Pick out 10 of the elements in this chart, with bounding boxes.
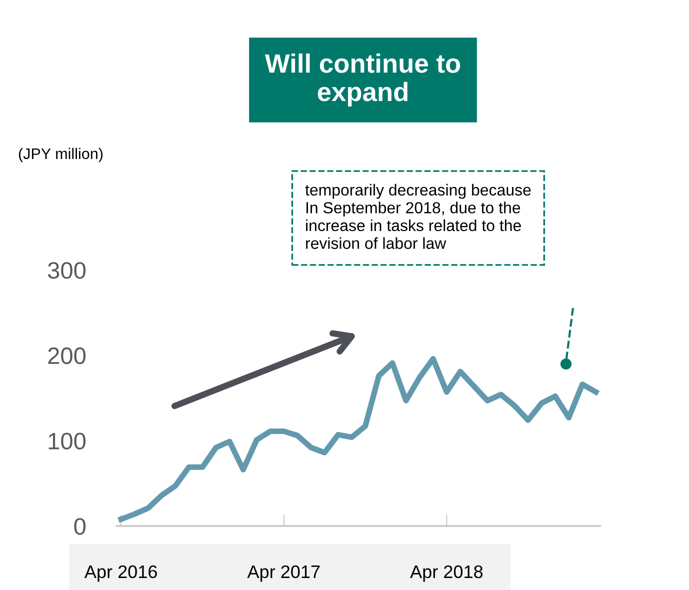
y-tick-label: 300: [48, 262, 86, 279]
x-tick-label: Apr 2018: [410, 565, 483, 582]
y-tick-label: 0: [74, 518, 86, 535]
x-tick-label: Apr 2016: [84, 565, 157, 582]
y-tick-label: 100: [48, 432, 86, 450]
text: (JPY million): [18, 148, 103, 162]
chart-title: Will continue to expand: [264, 53, 460, 107]
y-tick-label: 200: [48, 347, 86, 364]
text: temporarily decreasing because In September 2018, due to the increase in tasks related to the revision of labor law: [305, 184, 531, 249]
x-tick-label: Apr 2017: [247, 565, 320, 582]
